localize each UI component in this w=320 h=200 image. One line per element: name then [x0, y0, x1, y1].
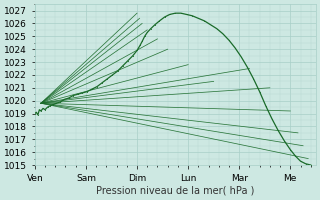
X-axis label: Pression niveau de la mer( hPa ): Pression niveau de la mer( hPa )	[96, 186, 254, 196]
